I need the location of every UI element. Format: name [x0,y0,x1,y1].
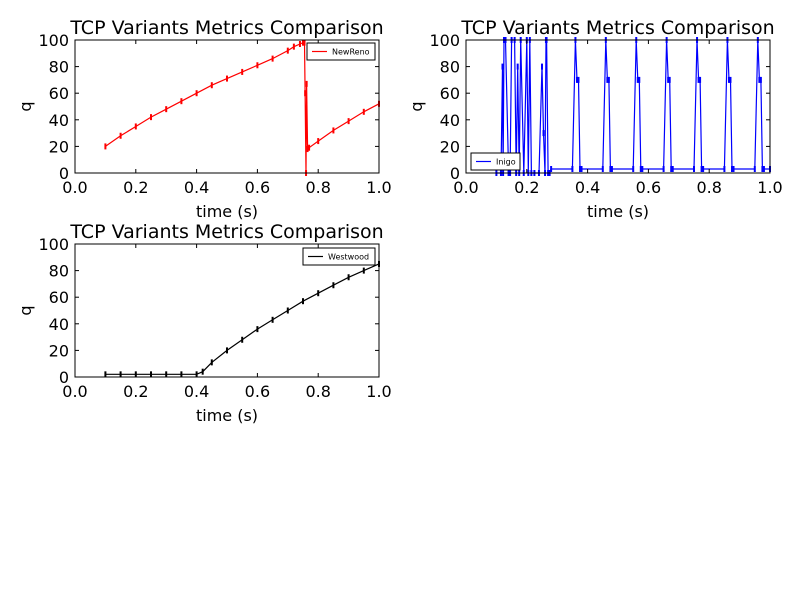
legend: NewReno [306,42,376,61]
x-tick-label: 0.4 [184,382,209,401]
y-tick-label: 40 [49,315,69,334]
x-tick-label: 0.6 [636,178,661,197]
x-tick-label: 0.8 [305,178,330,197]
y-tick-label: 80 [49,262,69,281]
legend-box [470,152,521,171]
x-tick-label: 0.2 [514,178,539,197]
chart-panel-1: TCP Variants Metrics Comparison 0.0 0.2 0.4… [16,17,392,221]
legend: Westwood [302,247,376,266]
series-line-inigo [496,39,770,174]
y-tick-label: 20 [440,137,460,156]
plot-frame [74,39,380,174]
x-tick-label: 0.6 [245,382,270,401]
legend-label: Inigo [496,158,516,167]
legend-box [306,42,376,61]
y-tick-label: 100 [38,31,69,50]
chart-panel-2: TCP Variants Metrics Comparison 0.0 0.2 0.4… [407,17,783,221]
plot-frame [74,243,380,378]
y-axis-label: q [407,101,426,111]
y-tick-label: 60 [440,84,460,103]
x-tick-label: 0.8 [696,178,721,197]
series-line-newreno [105,42,380,174]
y-tick-label: 80 [49,58,69,77]
y-tick-label: 0 [59,164,69,183]
y-tick-label: 100 [429,31,460,50]
plot-frame [465,39,771,174]
x-tick-label: 0.2 [123,382,148,401]
x-tick-label: 1.0 [757,178,782,197]
x-tick-label: 0.0 [62,178,87,197]
x-tick-label: 0.2 [123,178,148,197]
x-axis-label: time (s) [196,202,258,221]
y-tick-label: 60 [49,288,69,307]
chart-title: TCP Variants Metrics Comparison [460,17,774,39]
y-tick-label: 100 [38,235,69,254]
y-tick-label: 40 [440,111,460,130]
y-tick-label: 60 [49,84,69,103]
chart-title: TCP Variants Metrics Comparison [69,17,383,39]
y-tick-label: 0 [59,368,69,387]
legend-box [302,247,376,266]
x-tick-label: 0.8 [305,382,330,401]
y-tick-label: 20 [49,137,69,156]
legend: Inigo [470,152,521,171]
x-axis-label: time (s) [587,202,649,221]
x-tick-label: 1.0 [366,382,391,401]
legend-label: NewReno [332,48,370,57]
x-tick-label: 0.4 [184,178,209,197]
x-tick-label: 0.0 [62,382,87,401]
y-tick-label: 80 [440,58,460,77]
series-markers-newreno [104,39,380,176]
chart-panel-3: TCP Variants Metrics Comparison 0.0 0.2 0.4… [16,221,392,425]
y-tick-label: 40 [49,111,69,130]
x-axis-label: time (s) [196,406,258,425]
y-tick-label: 0 [450,164,460,183]
y-axis-label: q [16,305,35,315]
series-line-westwood [105,263,380,375]
x-tick-label: 0.6 [245,178,270,197]
x-tick-label: 0.4 [575,178,600,197]
y-tick-label: 20 [49,341,69,360]
legend-label: Westwood [328,253,369,262]
x-tick-label: 0.0 [453,178,478,197]
series-markers-westwood [104,260,380,378]
y-axis-label: q [16,101,35,111]
chart-title: TCP Variants Metrics Comparison [69,221,383,243]
x-tick-label: 1.0 [366,178,391,197]
